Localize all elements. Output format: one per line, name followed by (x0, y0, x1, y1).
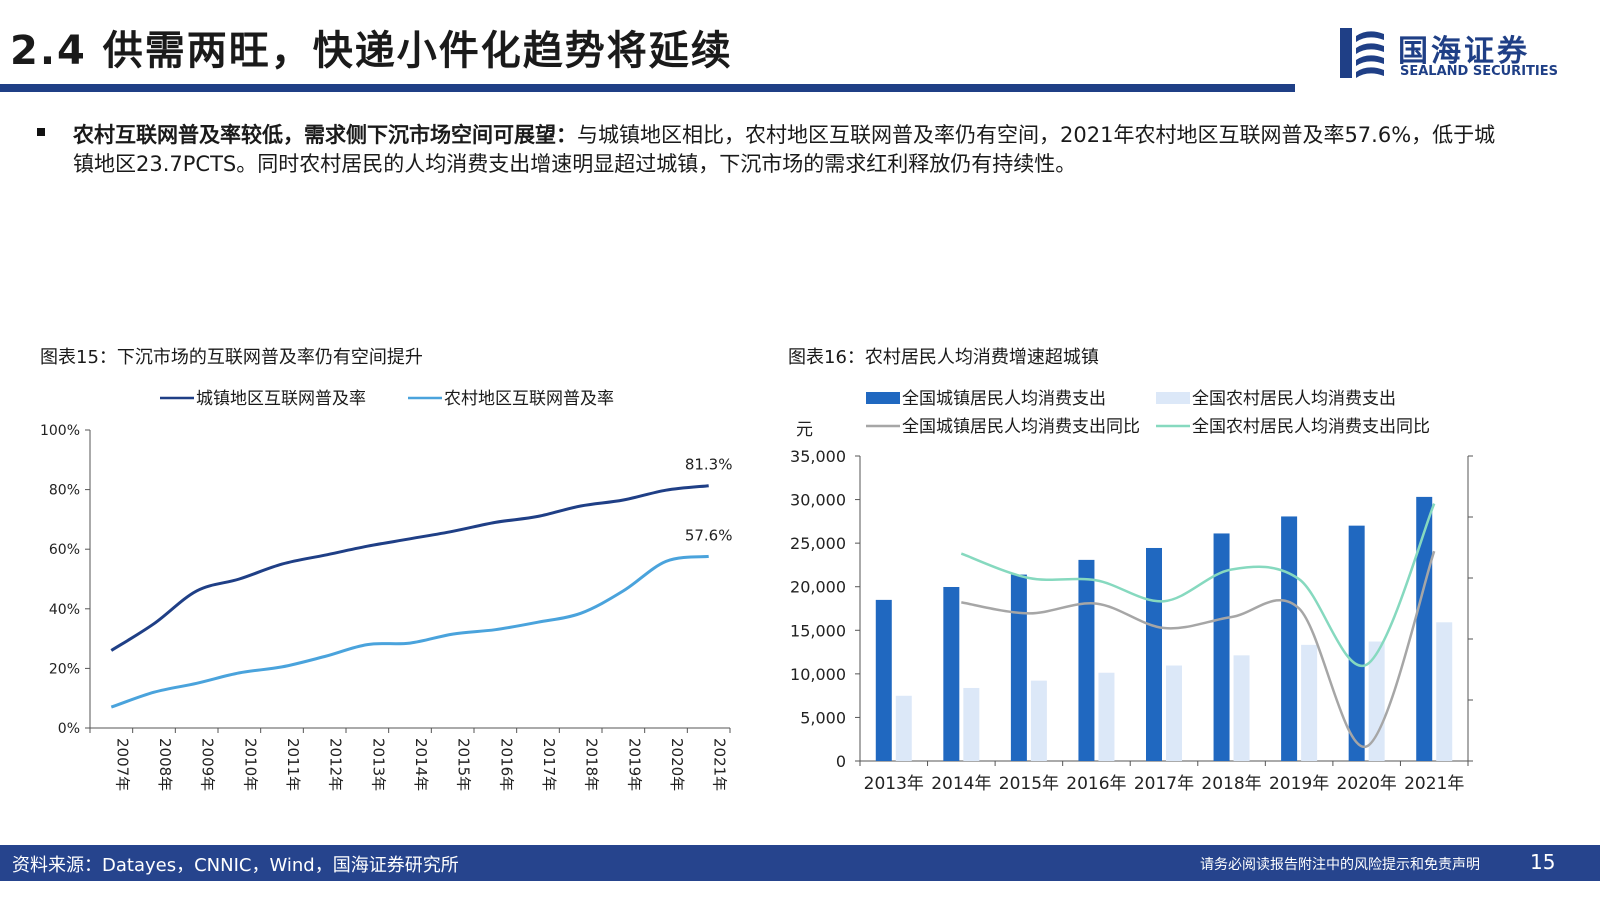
x-tick-label: 2008年 (156, 738, 174, 791)
legend-swatch-1 (1156, 392, 1190, 404)
bar-urban (1281, 516, 1298, 761)
y-tick-label: 15,000 (790, 621, 846, 640)
legend-label-1: 全国农村居民人均消费支出 (1192, 389, 1396, 409)
bar-urban (1416, 496, 1433, 761)
page-title: 2.4 供需两旺，快递小件化趋势将延续 (10, 28, 733, 74)
y-tick-label: 30,000 (790, 491, 846, 510)
bar-urban (1078, 559, 1095, 761)
x-tick-label: 2014年 (931, 774, 991, 794)
y-tick-label: 20,000 (790, 578, 846, 597)
x-tick-label: 2017年 (540, 738, 558, 791)
y-tick-label: 10,000 (790, 665, 846, 684)
title-divider (0, 84, 1295, 92)
x-tick-label: 2018年 (583, 738, 601, 791)
x-tick-label: 2010年 (241, 738, 259, 791)
sealand-logo-icon (1340, 28, 1384, 78)
legend-swatch-0 (866, 392, 900, 404)
bar-rural (895, 695, 912, 761)
footer-bar: 资料来源：Datayes，CNNIC，Wind，国海证券研究所 请务必阅读报告附… (0, 845, 1600, 881)
bar-urban (1348, 525, 1365, 761)
x-tick-label: 2013年 (369, 738, 387, 791)
x-tick-label: 2019年 (1269, 774, 1329, 794)
x-tick-label: 2015年 (455, 738, 473, 791)
y-tick-label: 0 (836, 752, 846, 771)
summary-lead: 农村互联网普及率较低，需求侧下沉市场空间可展望： (73, 123, 577, 147)
y-tick-label: 40% (49, 602, 80, 618)
x-tick-label: 2015年 (999, 774, 1059, 794)
summary-paragraph: 农村互联网普及率较低，需求侧下沉市场空间可展望：与城镇地区相比，农村地区互联网普… (73, 121, 1513, 179)
disclaimer: 请务必阅读报告附注中的风险提示和免责声明 (1200, 857, 1480, 873)
series-line-0 (110, 484, 709, 652)
bar-urban (1010, 574, 1027, 761)
x-tick-label: 2016年 (497, 738, 515, 791)
summary-body: 与城镇地区相比，农村地区互联网普及率仍有空间，2021年农村地区互联网普及率57… (73, 123, 1496, 176)
bar-urban (943, 586, 960, 761)
x-tick-label: 2018年 (1201, 774, 1261, 794)
bar-rural (1030, 680, 1047, 761)
data-label-1: 57.6% (685, 526, 733, 544)
y-tick-label: 5,000 (800, 708, 846, 727)
x-tick-label: 2021年 (1404, 774, 1464, 794)
bullet-icon (37, 128, 45, 136)
legend-label-3: 全国农村居民人均消费支出同比 (1192, 417, 1430, 437)
growth-line-rural (960, 503, 1436, 668)
bar-rural (1368, 641, 1385, 761)
logo-english-name: SEALAND SECURITIES (1400, 64, 1558, 79)
bar-rural (1166, 665, 1182, 761)
bar-urban (875, 599, 892, 761)
brand-logo: 国海证券 SEALAND SECURITIES (1338, 26, 1558, 80)
y-tick-label: 80% (49, 483, 80, 499)
x-tick-label: 2020年 (668, 738, 686, 791)
x-tick-label: 2020年 (1337, 774, 1397, 794)
legend-label-0: 城镇地区互联网普及率 (196, 389, 366, 409)
figure-16-title: 图表16：农村居民人均消费增速超城镇 (788, 347, 1099, 368)
bar-rural (1233, 655, 1250, 761)
x-tick-label: 2009年 (199, 738, 217, 791)
x-tick-label: 2019年 (625, 738, 643, 791)
y-tick-label: 60% (49, 542, 80, 558)
bar-rural (963, 687, 980, 761)
bar-rural (1436, 622, 1453, 761)
y-tick-label: 0% (58, 721, 80, 737)
legend-label-0: 全国城镇居民人均消费支出 (902, 389, 1106, 409)
y-tick-label: 20% (49, 661, 80, 677)
internet-penetration-chart: 城镇地区互联网普及率 农村地区互联网普及率 0% 20% 40% 60% 80% 100% 20… (40, 389, 733, 791)
x-tick-label: 2013年 (864, 774, 924, 794)
bar-urban (1213, 533, 1230, 761)
y-axis-unit: 元 (796, 420, 813, 440)
y-tick-label: 35,000 (790, 447, 846, 466)
bar-urban (1146, 547, 1162, 761)
x-tick-label: 2011年 (284, 738, 302, 791)
x-tick-label: 2012年 (327, 738, 345, 791)
growth-line-urban (961, 550, 1436, 748)
logo-chinese-name: 国海证券 (1398, 34, 1530, 69)
page-number: 15 (1530, 850, 1556, 874)
data-source: 资料来源：Datayes，CNNIC，Wind，国海证券研究所 (12, 855, 459, 876)
y-tick-label: 25,000 (790, 534, 846, 553)
bar-rural (1301, 644, 1318, 761)
figure-15-title: 图表15：下沉市场的互联网普及率仍有空间提升 (40, 347, 423, 368)
x-tick-label: 2021年 (711, 738, 729, 791)
x-tick-label: 2017年 (1134, 774, 1194, 794)
x-tick-label: 2007年 (113, 738, 131, 791)
bar-rural (1098, 672, 1115, 761)
data-label-0: 81.3% (685, 456, 733, 474)
x-tick-label: 2014年 (412, 738, 430, 791)
y-tick-label: 100% (40, 423, 80, 439)
series-line-1 (110, 554, 709, 709)
legend-label-1: 农村地区互联网普及率 (444, 389, 614, 409)
x-tick-label: 2016年 (1066, 774, 1126, 794)
legend-label-2: 全国城镇居民人均消费支出同比 (902, 417, 1140, 437)
